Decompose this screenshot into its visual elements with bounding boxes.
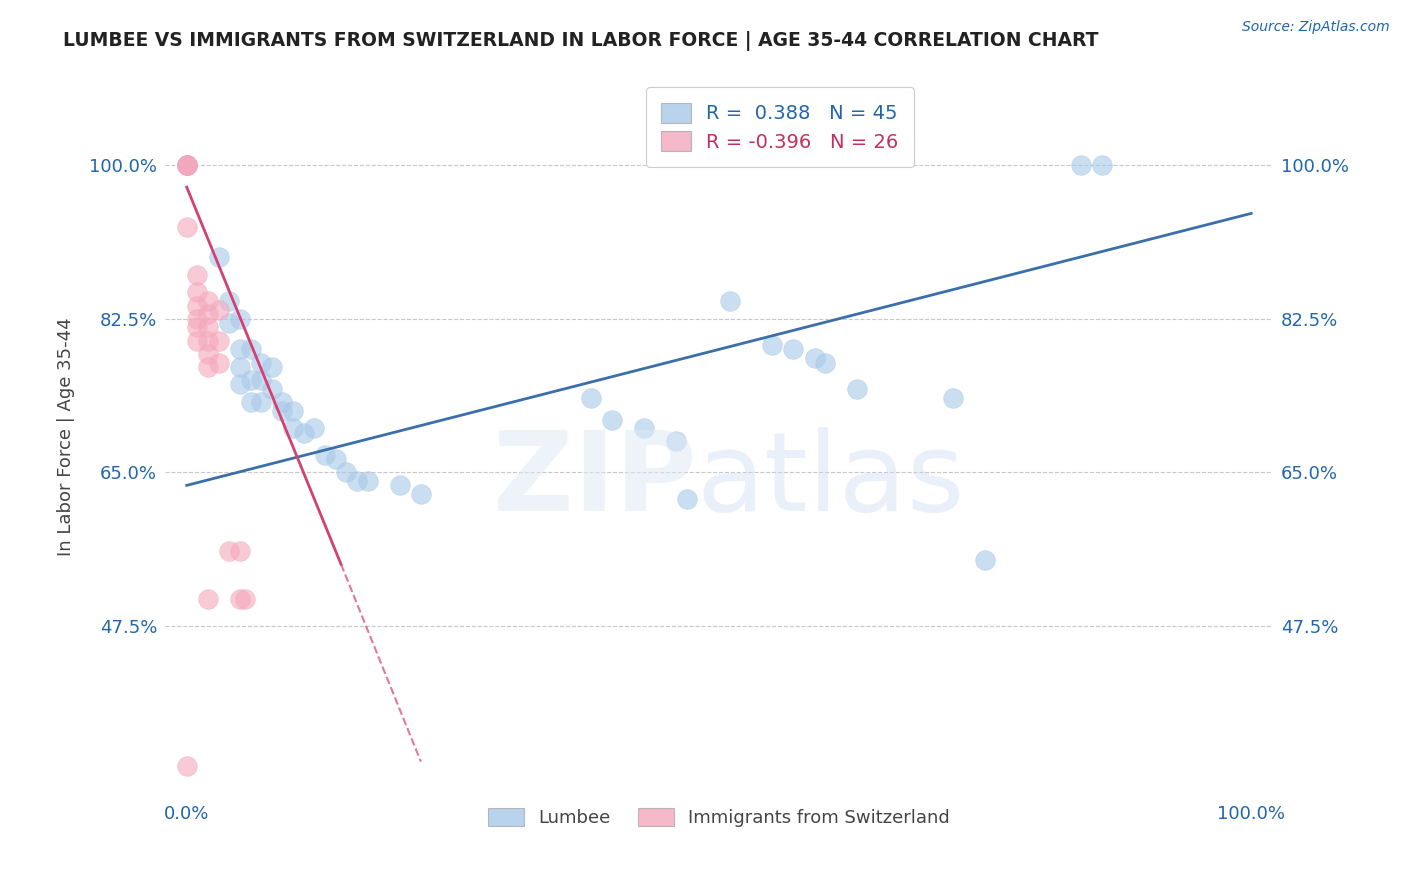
Y-axis label: In Labor Force | Age 35-44: In Labor Force | Age 35-44: [58, 318, 75, 557]
Point: [218, 544, 240, 558]
Point: [197, 320, 219, 334]
Point: [292, 425, 315, 440]
Point: [176, 158, 198, 172]
Point: [197, 592, 219, 607]
Point: [335, 465, 357, 479]
Point: [314, 448, 336, 462]
Point: [197, 359, 219, 374]
Point: [814, 355, 837, 369]
Point: [176, 759, 198, 773]
Point: [346, 474, 368, 488]
Point: [229, 592, 252, 607]
Point: [388, 478, 411, 492]
Point: [239, 395, 262, 409]
Point: [239, 343, 262, 357]
Point: [633, 421, 655, 435]
Point: [718, 294, 741, 309]
Point: [356, 474, 378, 488]
Text: LUMBEE VS IMMIGRANTS FROM SWITZERLAND IN LABOR FORCE | AGE 35-44 CORRELATION CHA: LUMBEE VS IMMIGRANTS FROM SWITZERLAND IN…: [63, 31, 1098, 51]
Point: [197, 347, 219, 361]
Point: [281, 404, 304, 418]
Point: [602, 412, 624, 426]
Point: [176, 158, 198, 172]
Point: [176, 158, 198, 172]
Point: [271, 395, 294, 409]
Point: [942, 391, 965, 405]
Point: [218, 316, 240, 330]
Point: [207, 250, 229, 264]
Point: [176, 158, 198, 172]
Point: [676, 491, 699, 506]
Point: [239, 373, 262, 387]
Point: [250, 395, 273, 409]
Point: [197, 294, 219, 309]
Point: [304, 421, 326, 435]
Point: [176, 219, 198, 234]
Point: [846, 382, 869, 396]
Point: [229, 311, 252, 326]
Point: [1091, 158, 1114, 172]
Point: [803, 351, 825, 366]
Point: [186, 268, 208, 282]
Point: [665, 434, 688, 449]
Point: [409, 487, 432, 501]
Point: [281, 421, 304, 435]
Point: [250, 373, 273, 387]
Point: [197, 307, 219, 321]
Point: [271, 404, 294, 418]
Text: Source: ZipAtlas.com: Source: ZipAtlas.com: [1241, 20, 1389, 34]
Point: [229, 544, 252, 558]
Point: [186, 299, 208, 313]
Point: [325, 452, 347, 467]
Point: [1070, 158, 1092, 172]
Point: [186, 334, 208, 348]
Point: [207, 355, 229, 369]
Point: [260, 382, 283, 396]
Point: [186, 320, 208, 334]
Point: [250, 355, 273, 369]
Point: [207, 334, 229, 348]
Text: ZIP: ZIP: [494, 426, 697, 533]
Point: [782, 343, 804, 357]
Point: [186, 285, 208, 300]
Point: [186, 311, 208, 326]
Point: [229, 377, 252, 392]
Point: [229, 343, 252, 357]
Point: [197, 334, 219, 348]
Point: [260, 359, 283, 374]
Point: [176, 158, 198, 172]
Point: [974, 553, 997, 567]
Legend: Lumbee, Immigrants from Switzerland: Lumbee, Immigrants from Switzerland: [481, 801, 957, 835]
Point: [233, 592, 256, 607]
Point: [761, 338, 783, 352]
Point: [176, 158, 198, 172]
Point: [207, 302, 229, 317]
Point: [218, 294, 240, 309]
Point: [229, 359, 252, 374]
Text: atlas: atlas: [697, 426, 966, 533]
Point: [579, 391, 602, 405]
